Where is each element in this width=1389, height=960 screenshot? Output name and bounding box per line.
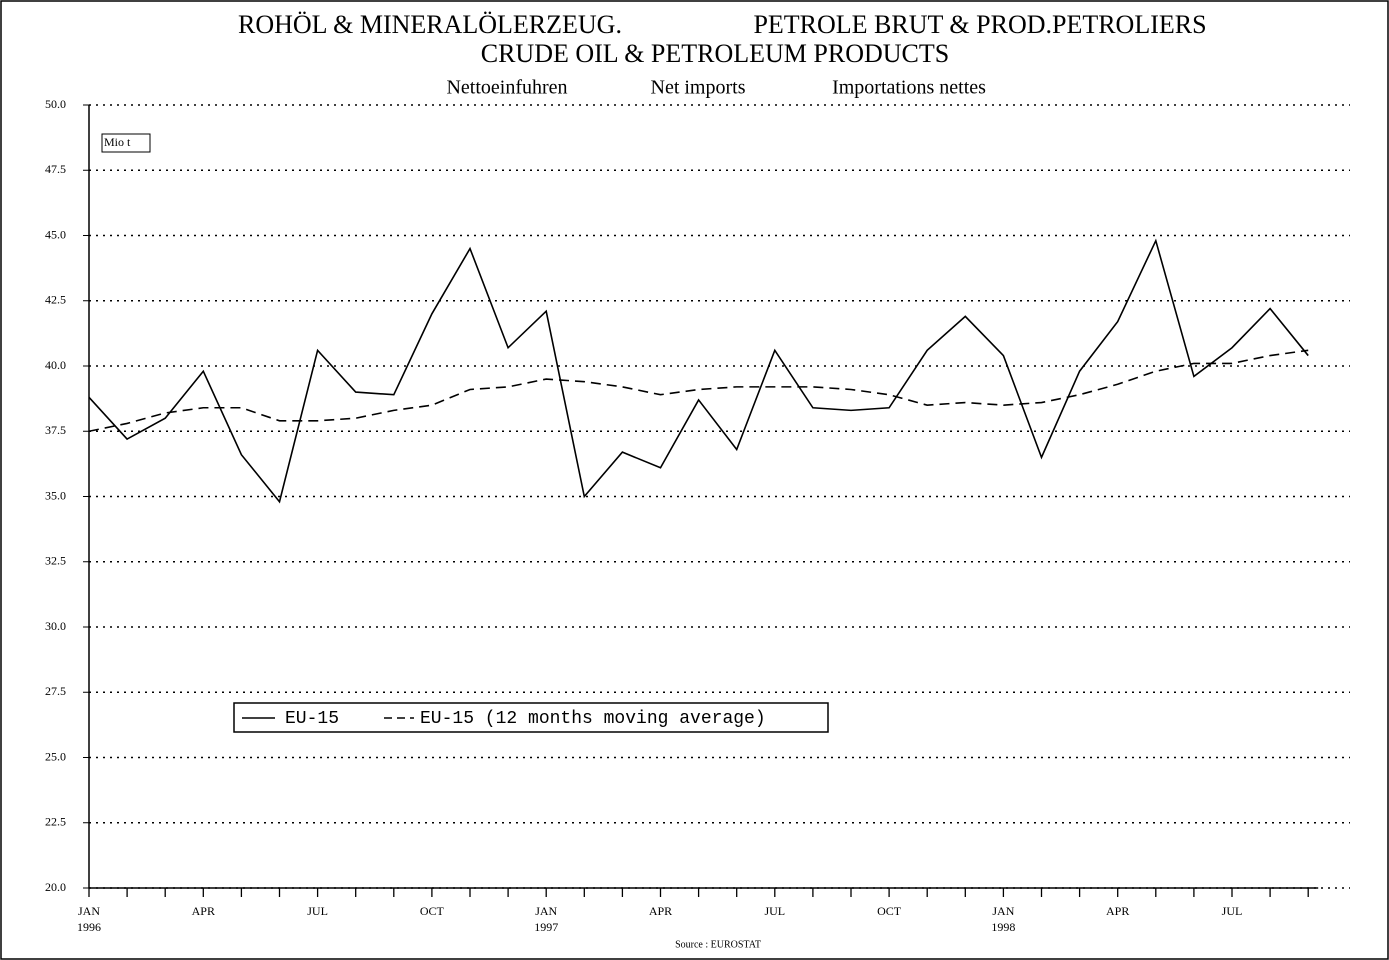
x-tick-label: JUL (1222, 904, 1243, 918)
source: Source : EUROSTAT (675, 939, 761, 950)
x-tick-label: OCT (420, 904, 445, 918)
legend (233, 702, 829, 733)
y-tick-label: 22.5 (45, 815, 66, 829)
x-tick-label: APR (1106, 904, 1129, 918)
chart-subtitle: Net imports (651, 77, 746, 99)
chart-title: PETROLE BRUT & PROD.PETROLIERS (753, 10, 1206, 39)
y-tick-label: 37.5 (45, 423, 66, 437)
y-tick-label: 47.5 (45, 162, 66, 176)
y-tick-label: 27.5 (45, 684, 66, 698)
chart-subtitle: Importations nettes (832, 77, 986, 99)
y-tick-label: 42.5 (45, 293, 66, 307)
chart-title: CRUDE OIL & PETROLEUM PRODUCTS (481, 39, 950, 68)
y-tick-label: 40.0 (45, 358, 66, 372)
x-tick-label: APR (649, 904, 672, 918)
x-year-label: 1996 (77, 920, 101, 934)
chart-title: ROHÖL & MINERALÖLERZEUG. (238, 10, 622, 39)
x-year-label: 1998 (991, 920, 1015, 934)
legend-label: EU-15 (12 months moving average) (420, 709, 766, 729)
y-tick-label: 20.0 (45, 880, 66, 894)
chart-subtitle: Nettoeinfuhren (446, 77, 567, 99)
y-tick-label: 30.0 (45, 619, 66, 633)
x-tick-label: JUL (764, 904, 785, 918)
unit-label: Mio t (104, 135, 131, 149)
y-tick-label: 35.0 (45, 488, 66, 502)
x-tick-label: OCT (877, 904, 902, 918)
x-tick-label: JAN (992, 904, 1014, 918)
x-tick-label: JUL (307, 904, 328, 918)
x-tick-label: JAN (535, 904, 557, 918)
y-tick-label: 25.0 (45, 749, 66, 763)
x-tick-label: APR (192, 904, 215, 918)
unit-box (101, 133, 151, 153)
series-line (88, 238, 1309, 504)
y-tick-label: 32.5 (45, 554, 66, 568)
x-tick-label: JAN (78, 904, 100, 918)
x-year-label: 1997 (534, 920, 558, 934)
y-tick-label: 45.0 (45, 227, 66, 241)
legend-label: EU-15 (285, 709, 339, 729)
y-tick-label: 50.0 (45, 97, 66, 111)
series-line (88, 349, 1309, 433)
